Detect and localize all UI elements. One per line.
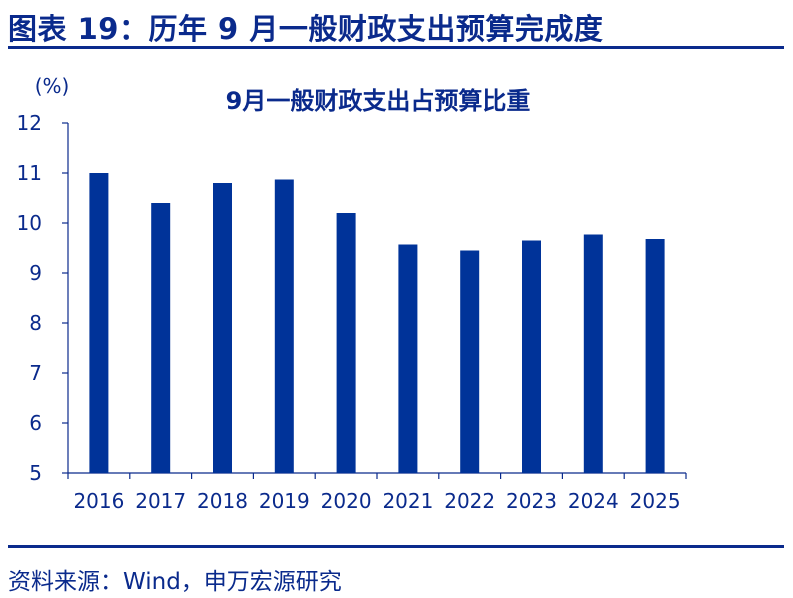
x-tick-label: 2023 xyxy=(506,489,557,513)
x-tick-label: 2022 xyxy=(444,489,495,513)
bar-2019 xyxy=(274,179,294,473)
x-tick-label: 2021 xyxy=(382,489,433,513)
x-tick-label: 2020 xyxy=(321,489,372,513)
y-tick-label: 9 xyxy=(29,261,42,285)
y-tick-label: 11 xyxy=(17,161,42,185)
source-note: 资料来源：Wind，申万宏源研究 xyxy=(8,569,342,595)
bar-2025 xyxy=(645,239,665,473)
figure-title: 图表 19：历年 9 月一般财政支出预算完成度 xyxy=(8,12,604,46)
y-unit-label: (%) xyxy=(35,74,70,98)
title-divider xyxy=(8,46,784,49)
x-tick-label: 2024 xyxy=(568,489,619,513)
y-tick-label: 6 xyxy=(29,411,42,435)
bar-2024 xyxy=(583,234,603,473)
chart-title: 9月一般财政支出占预算比重 xyxy=(226,87,531,115)
bar-2016 xyxy=(89,173,109,473)
x-tick-label: 2025 xyxy=(630,489,681,513)
bar-2017 xyxy=(151,203,171,473)
x-tick-label: 2016 xyxy=(73,489,124,513)
x-tick-label: 2017 xyxy=(135,489,186,513)
x-tick-label: 2018 xyxy=(197,489,248,513)
footer-divider xyxy=(8,545,784,548)
x-tick-labels: 2016 2017 2018 2019 2020 2021 2022 2023 2024 2025 xyxy=(73,489,680,513)
bar-2023 xyxy=(522,240,541,473)
y-tick-label: 7 xyxy=(29,361,42,385)
x-tick-label: 2019 xyxy=(259,489,310,513)
y-tick-label: 8 xyxy=(29,311,42,335)
bar-2021 xyxy=(398,244,418,473)
bar-2018 xyxy=(213,183,232,473)
y-tick-label: 10 xyxy=(17,211,42,235)
axes xyxy=(62,122,687,479)
bars xyxy=(89,173,665,473)
y-tick-label: 5 xyxy=(29,461,42,485)
bar-2022 xyxy=(460,250,480,473)
bar-2020 xyxy=(336,213,356,473)
y-tick-label: 12 xyxy=(17,111,42,135)
y-tick-labels: 5 6 7 8 9 10 11 12 xyxy=(17,111,42,485)
